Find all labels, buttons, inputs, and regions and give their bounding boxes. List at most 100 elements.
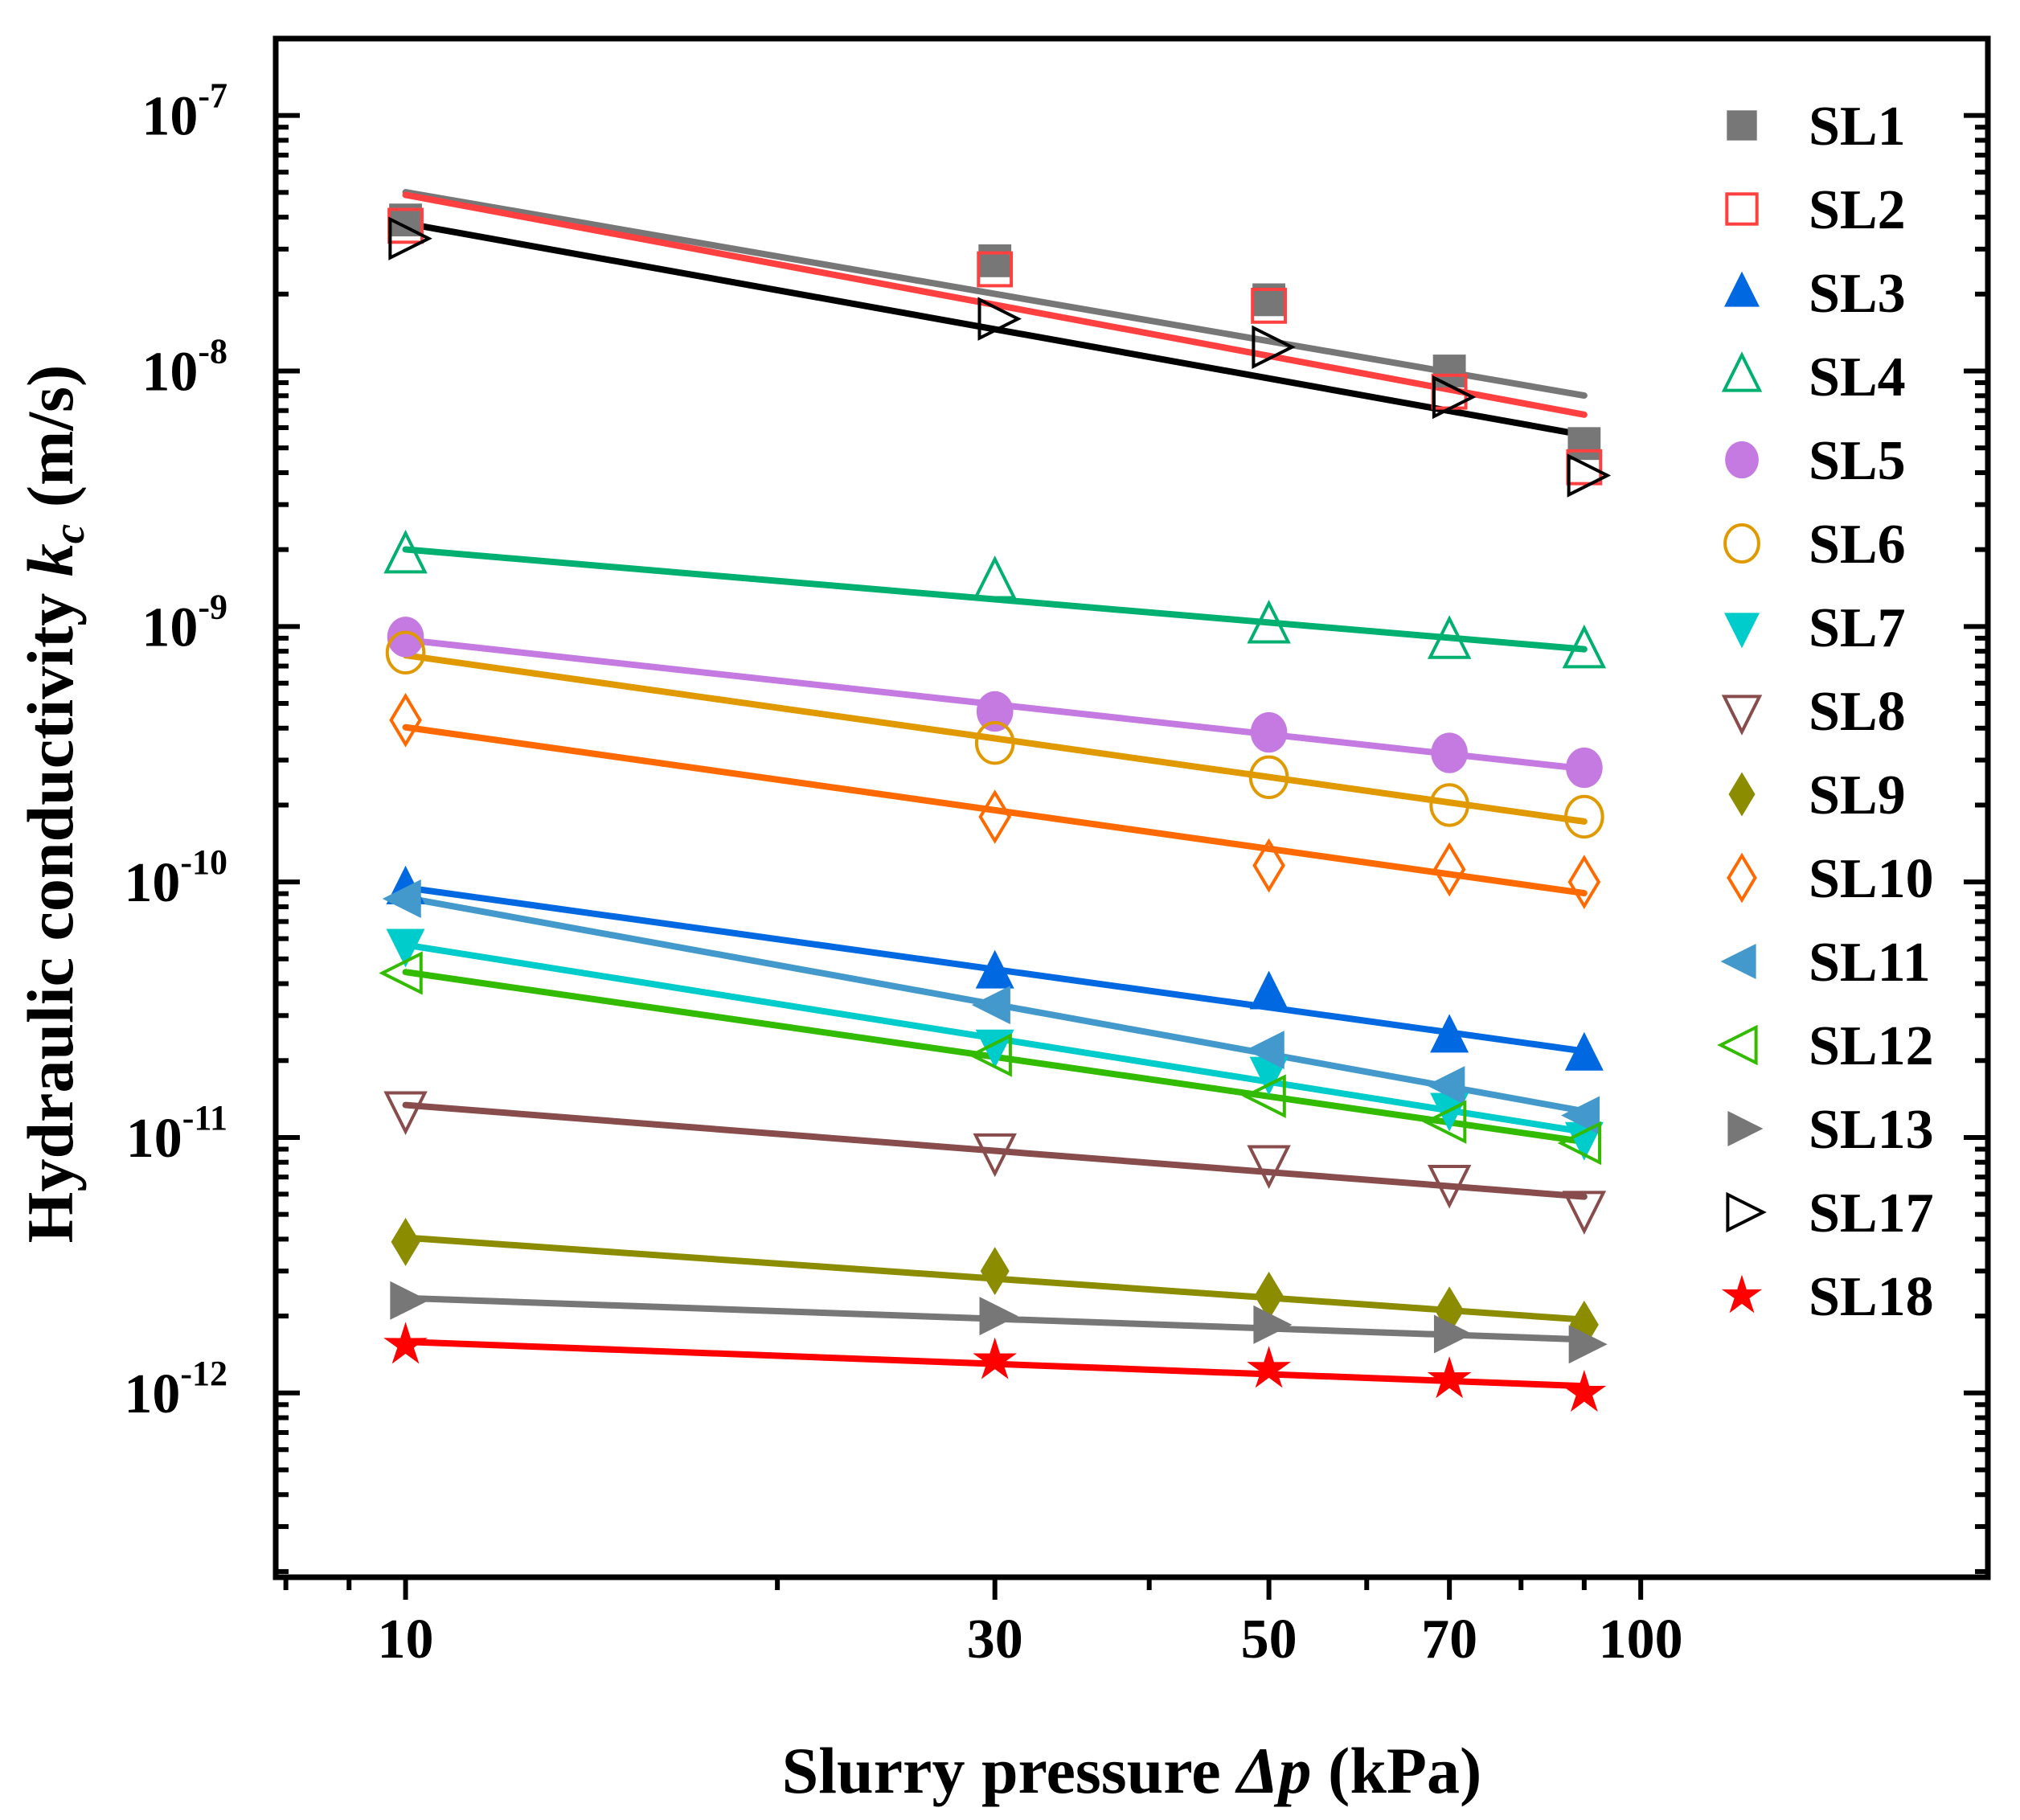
legend-label: SL6 — [1809, 514, 1906, 576]
legend-marker — [1728, 772, 1756, 817]
axes: 10 30 50 70 100 10-12 10-11 10-10 10-9 10-8 10-7 — [124, 35, 1991, 1670]
data-point-sl10 — [1567, 855, 1601, 910]
legend-entry-sl13: SL13 — [1727, 1099, 1934, 1161]
data-point-sl18 — [383, 1322, 428, 1364]
data-point-sl5 — [1250, 711, 1288, 753]
legend-marker — [1717, 1024, 1758, 1066]
data-point-sl10 — [1432, 842, 1466, 897]
data-point-sl17 — [1567, 453, 1612, 498]
data-point-sl4 — [973, 555, 1017, 600]
y-axis-label: Hydraulic conductivity kc (m/s) — [14, 365, 93, 1244]
fit-line-sl8 — [402, 1101, 1588, 1200]
legend-label: SL18 — [1809, 1266, 1934, 1328]
legend-marker — [1726, 1191, 1767, 1233]
legend-entry-sl18: SL18 — [1721, 1266, 1934, 1328]
data-point-sl7 — [1249, 1056, 1289, 1096]
legend-label: SL12 — [1809, 1015, 1934, 1077]
legend-label: SL5 — [1809, 430, 1906, 492]
data-point-sl3 — [1249, 970, 1289, 1010]
data-point-sl10 — [389, 692, 422, 748]
data-point-sl9 — [391, 1217, 420, 1266]
legend: SL1 SL2 SL3 SL4 SL5 SL6 SL7 SL8 SL9 SL10 SL11 SL12 S… — [1717, 96, 1934, 1328]
y-tick-label: 10-9 — [141, 587, 227, 658]
data-point-sl4 — [1427, 615, 1472, 659]
legend-marker — [1725, 441, 1759, 479]
data-point-sl11 — [971, 986, 1010, 1025]
data-point-sl10 — [1252, 838, 1285, 893]
legend-entry-sl5: SL5 — [1725, 430, 1906, 492]
data-point-sl8 — [973, 1133, 1017, 1178]
data-point-sl18 — [1247, 1346, 1291, 1388]
data-point-sl3 — [975, 949, 1014, 989]
data-point-sl10 — [978, 789, 1012, 844]
legend-label: SL10 — [1809, 848, 1934, 910]
legend-label: SL1 — [1809, 96, 1906, 158]
plot-frame — [272, 35, 1991, 1580]
fit-lines — [402, 189, 1588, 1390]
legend-entry-sl1: SL1 — [1727, 96, 1906, 158]
data-point-sl1 — [1567, 427, 1601, 461]
data-point-sl6 — [385, 630, 426, 675]
data-point-sl18 — [1427, 1356, 1472, 1399]
data-point-sl13 — [1568, 1325, 1608, 1364]
fit-line-sl10 — [402, 723, 1588, 897]
data-point-sl3 — [1564, 1031, 1604, 1071]
legend-entry-sl17: SL17 — [1726, 1183, 1934, 1244]
x-tick-label: 30 — [967, 1609, 1023, 1670]
legend-label: SL7 — [1809, 597, 1906, 659]
legend-entry-sl12: SL12 — [1717, 1015, 1934, 1077]
legend-entry-sl10: SL10 — [1727, 848, 1934, 910]
data-point-sl13 — [1253, 1305, 1293, 1344]
data-point-sl17 — [388, 216, 432, 260]
data-point-sl17 — [1432, 375, 1477, 420]
data-point-sl8 — [1427, 1165, 1472, 1209]
data-point-sl18 — [1562, 1369, 1607, 1412]
y-tick-label: 10-7 — [141, 76, 227, 148]
legend-label: SL13 — [1809, 1099, 1934, 1161]
x-tick-label: 100 — [1599, 1609, 1683, 1670]
data-point-sl1 — [978, 244, 1012, 277]
data-point-sl6 — [1564, 794, 1604, 839]
legend-marker — [1725, 192, 1759, 226]
data-point-sl5 — [1431, 732, 1468, 773]
legend-entry-sl8: SL8 — [1721, 681, 1906, 743]
data-point-sl13 — [1433, 1314, 1473, 1354]
legend-entry-sl3: SL3 — [1724, 263, 1906, 325]
fit-line-sl4 — [402, 546, 1588, 653]
data-markers — [379, 203, 1612, 1412]
data-point-sl13 — [979, 1297, 1018, 1336]
x-tick-label: 70 — [1421, 1609, 1477, 1670]
data-point-sl18 — [973, 1337, 1018, 1379]
data-point-sl4 — [383, 529, 428, 574]
data-point-sl3 — [1430, 1014, 1469, 1053]
data-point-sl8 — [1562, 1191, 1607, 1235]
data-point-sl2 — [1251, 287, 1287, 324]
y-tick-label: 10-8 — [141, 331, 227, 403]
fit-line-sl1 — [402, 189, 1588, 400]
legend-marker — [1727, 852, 1757, 904]
y-tick-label: 10-12 — [124, 1354, 227, 1425]
legend-label: SL9 — [1809, 764, 1906, 826]
legend-marker — [1724, 271, 1760, 307]
data-point-sl12 — [379, 951, 423, 995]
legend-label: SL2 — [1809, 179, 1906, 241]
data-point-sl9 — [1254, 1271, 1284, 1320]
data-point-sl12 — [1242, 1074, 1286, 1118]
legend-entry-sl9: SL9 — [1728, 764, 1906, 826]
data-point-sl8 — [383, 1091, 428, 1136]
data-point-sl7 — [386, 928, 425, 968]
legend-entry-sl2: SL2 — [1725, 179, 1906, 241]
data-point-sl8 — [1247, 1145, 1291, 1190]
data-point-sl5 — [387, 617, 424, 658]
legend-label: SL4 — [1809, 346, 1906, 408]
legend-marker — [1724, 613, 1760, 649]
legend-marker — [1720, 944, 1756, 979]
data-point-sl12 — [1557, 1121, 1602, 1166]
data-point-sl6 — [1248, 755, 1289, 800]
legend-entry-sl6: SL6 — [1723, 514, 1906, 576]
legend-marker — [1721, 1274, 1763, 1314]
legend-marker — [1721, 695, 1763, 736]
legend-entry-sl7: SL7 — [1724, 597, 1906, 659]
data-point-sl11 — [1561, 1096, 1600, 1135]
